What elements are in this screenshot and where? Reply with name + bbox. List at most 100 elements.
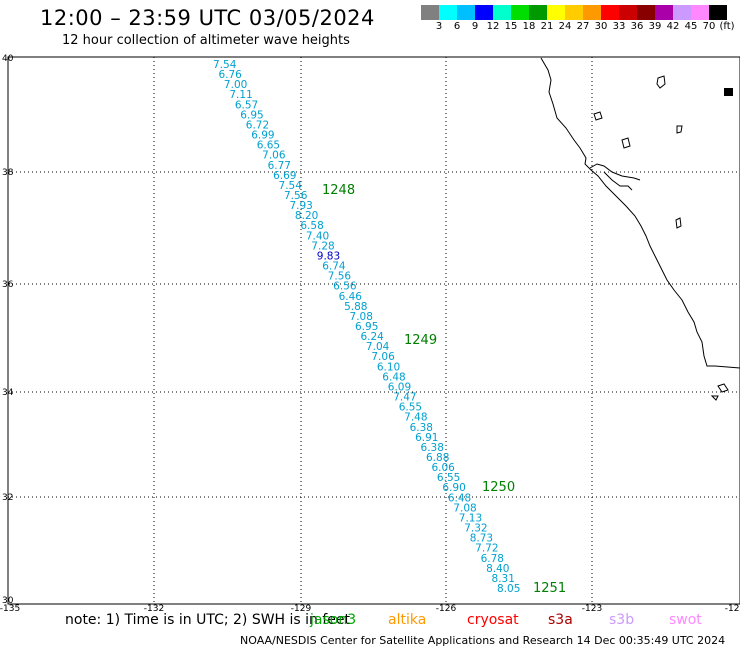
wave-height-value: 6.48 (448, 492, 471, 504)
wave-height-value: 6.95 (240, 109, 263, 121)
color-swatch (439, 5, 457, 20)
wave-height-value: 6.55 (399, 402, 422, 414)
pass-time-label: 1250 (482, 480, 515, 495)
wave-height-value: 7.28 (311, 240, 334, 252)
wave-height-value: 6.56 (333, 281, 357, 293)
wave-height-value: 7.48 (404, 412, 427, 424)
satellite-legend-s3b: s3b (609, 612, 635, 628)
wave-height-value: 5.88 (344, 301, 367, 313)
wave-height-value: 6.10 (377, 361, 400, 373)
color-swatch (619, 5, 637, 20)
wave-height-value: 6.76 (218, 69, 242, 81)
color-scale-label: 21 (540, 21, 554, 32)
wave-height-value: 7.04 (366, 341, 390, 353)
color-scale-label: 18 (522, 21, 536, 32)
lat-tick-label: 34 (2, 388, 14, 398)
footer-note: note: 1) Time is in UTC; 2) SWH is in fe… (65, 612, 351, 628)
bay-outline (589, 163, 641, 191)
coastline (540, 57, 740, 369)
wave-height-value: 7.08 (453, 502, 476, 514)
color-swatch (565, 5, 583, 20)
color-swatch (457, 5, 475, 20)
wave-height-value: 7.56 (328, 271, 352, 283)
map-frame (7, 56, 740, 605)
wave-height-value: 6.90 (442, 482, 465, 494)
color-swatch (637, 5, 655, 20)
wave-height-value: 8.20 (295, 210, 318, 222)
island-outline (710, 395, 719, 401)
lat-tick-label: 40 (2, 54, 14, 64)
color-scale-label: 30 (594, 21, 608, 32)
color-scale-label: 27 (576, 21, 590, 32)
wave-height-value: 6.95 (355, 321, 378, 333)
pass-time-label: 1251 (533, 581, 566, 596)
wave-height-value: 6.77 (268, 160, 291, 172)
wave-height-value: 7.72 (475, 543, 498, 555)
wave-height-value: 7.11 (229, 89, 252, 101)
wave-height-value: 6.91 (415, 432, 438, 444)
wave-height-value: 6.09 (388, 381, 411, 393)
wave-height-value: 9.83 (317, 250, 340, 262)
wave-height-value: 6.88 (426, 452, 449, 464)
wave-height-value: 6.65 (257, 140, 280, 152)
wave-height-value: 7.00 (224, 79, 247, 91)
wave-height-value: 8.31 (492, 573, 515, 585)
lake-shape (724, 88, 733, 96)
color-swatch (475, 5, 493, 20)
color-scale-label: 70 (702, 21, 716, 32)
lon-tick-label: -126 (436, 604, 457, 614)
wave-height-value: 6.06 (431, 462, 455, 474)
pass-time-label: 1249 (404, 333, 437, 348)
wave-height-value: 7.32 (464, 523, 487, 535)
wave-height-value: 6.38 (421, 442, 444, 454)
wave-height-value: 8.05 (497, 583, 520, 595)
color-scale-bar (421, 5, 727, 20)
lake-outline (676, 125, 683, 134)
color-swatch (691, 5, 709, 20)
lat-tick-label: 38 (2, 168, 14, 178)
wave-height-value: 6.99 (251, 130, 274, 142)
credit-line: NOAA/NESDIS Center for Satellite Applica… (240, 634, 726, 647)
color-scale-label: 9 (471, 21, 479, 32)
wave-height-value: 7.08 (350, 311, 373, 323)
color-scale-label: 39 (648, 21, 662, 32)
lon-tick-label: -123 (582, 604, 602, 614)
wave-height-value: 6.38 (410, 422, 433, 434)
wave-height-value: 6.74 (322, 261, 346, 273)
satellite-legend-cryosat: cryosat (467, 612, 519, 628)
lake-outline (621, 137, 631, 149)
wave-height-value: 7.47 (393, 392, 416, 404)
color-swatch (583, 5, 601, 20)
wave-height-value: 7.06 (371, 351, 395, 363)
wave-height-value: 6.69 (273, 170, 296, 182)
lon-tick-label: -132 (144, 604, 164, 614)
wave-height-value: 7.06 (262, 150, 286, 162)
wave-height-value: 6.55 (437, 472, 460, 484)
wave-height-value: 6.78 (481, 553, 504, 565)
color-scale-label: 3 (435, 21, 443, 32)
lake-outline (593, 111, 603, 121)
color-swatch (547, 5, 565, 20)
color-swatch (493, 5, 511, 20)
pass-time-label: 1248 (322, 183, 355, 198)
wave-height-value: 6.58 (300, 220, 323, 232)
lat-tick-label: 32 (2, 493, 13, 503)
satellite-legend-swot: swot (669, 612, 702, 628)
color-swatch (511, 5, 529, 20)
wave-height-value: 8.73 (470, 533, 493, 545)
color-scale-label: 6 (453, 21, 461, 32)
wave-height-value: 6.24 (360, 331, 384, 343)
page-title: 12:00 – 23:59 UTC 03/05/2024 (40, 6, 375, 30)
color-swatch (601, 5, 619, 20)
wave-height-value: 7.54 (213, 59, 237, 71)
wave-height-value: 6.48 (382, 371, 405, 383)
wave-height-value: 6.46 (339, 291, 363, 303)
wave-height-value: 7.40 (306, 230, 329, 242)
wave-height-value: 7.54 (279, 180, 303, 192)
lake-outline (675, 217, 682, 229)
lat-tick-label: 30 (2, 596, 14, 606)
color-scale-label: 36 (630, 21, 644, 32)
lat-tick-label: 36 (2, 280, 14, 290)
color-swatch (709, 5, 727, 20)
